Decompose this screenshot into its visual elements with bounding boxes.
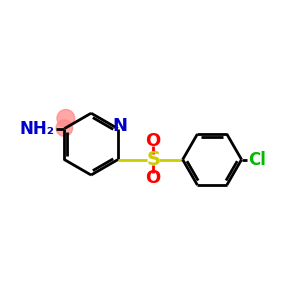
Text: O: O	[146, 169, 161, 187]
Text: S: S	[146, 150, 160, 169]
Circle shape	[57, 110, 75, 127]
Text: O: O	[146, 132, 161, 150]
Text: Cl: Cl	[248, 151, 266, 169]
Text: NH₂: NH₂	[19, 120, 54, 138]
Circle shape	[56, 120, 73, 136]
Text: N: N	[113, 117, 128, 135]
